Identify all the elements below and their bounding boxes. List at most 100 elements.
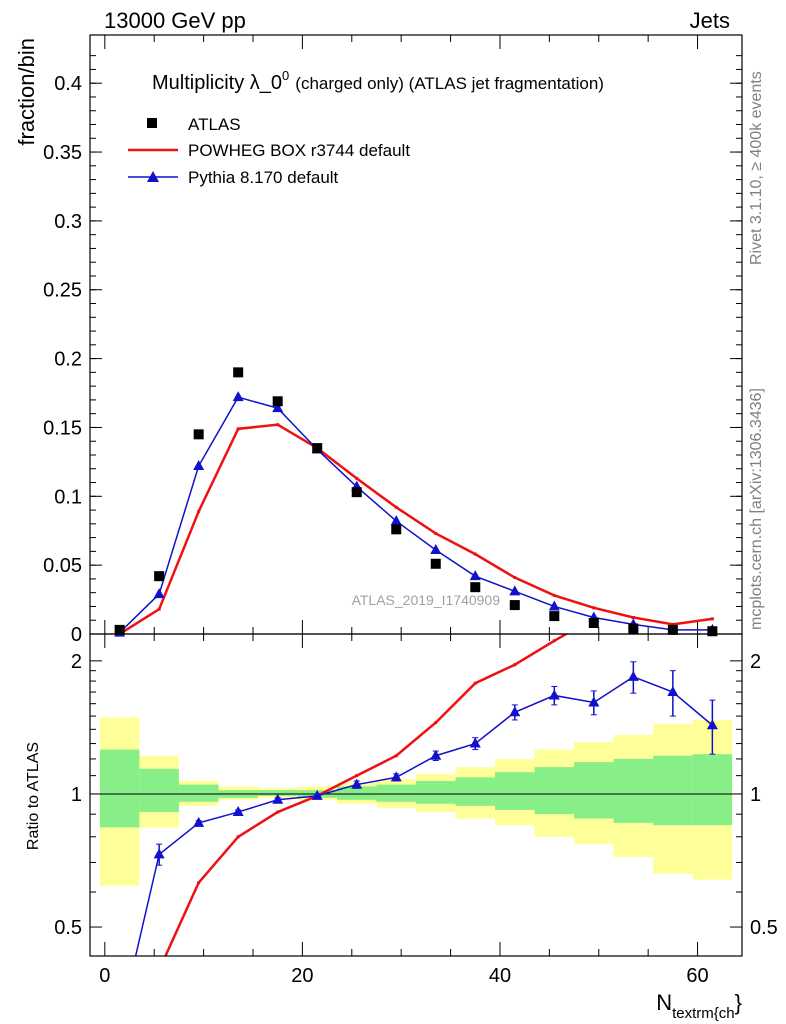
atlas-point [588,617,599,628]
chart-title-main: Multiplicity λ_0 [152,72,282,94]
chart-title-suffix: (charged only) (ATLAS jet fragmentation) [295,74,604,93]
pythia-point [272,402,284,413]
ratio-y-axis-label: Ratio to ATLAS [25,742,42,850]
x-axis-label-suffix: } [735,990,742,1015]
atlas-point [312,443,323,454]
powheg-point [592,606,596,610]
ratio-y-tick-label: 0.5 [54,917,82,939]
pythia-point [193,460,205,471]
powheg-point [394,505,398,509]
pythia-ratio-point [193,816,205,827]
ratio-y-tick-label-right: 0.5 [750,917,778,939]
main-y-tick-label: 0 [71,624,82,646]
ratio-series [114,634,718,1024]
legend-pythia-label: Pythia 8.170 default [188,168,339,187]
x-tick-label: 20 [291,965,313,987]
pythia-point [548,600,560,611]
main-y-tick-label: 0.1 [54,486,82,508]
pythia-ratio-point [667,686,679,697]
pythia-ratio-point [153,848,165,859]
powheg-point [434,531,438,535]
powheg-point [355,476,359,480]
pythia-ratio-point [588,696,600,707]
chart-title: Multiplicity λ_00 (charged only) (ATLAS j… [152,68,604,94]
atlas-point [549,611,560,622]
x-axis-label-sub: textrm{ch [672,1005,735,1022]
ratio-panel: 0.5 0.51 12 20 20 40 60 Ratio to ATLAS [25,633,778,1024]
x-tick-label: 40 [489,965,511,987]
main-y-tick-label: 0.15 [43,417,82,439]
main-y-tick-label: 0.2 [54,349,82,371]
chart-title-sup: 0 [282,68,289,83]
ratio-band-green [376,784,416,802]
atlas-point [470,582,481,593]
main-y-tick-label: 0.35 [43,142,82,164]
main-y-tick-label: 0.05 [43,555,82,577]
ratio-band-green [178,784,219,802]
powheg-ratio-point [276,810,280,814]
pythia-point [509,585,521,596]
powheg-ratio-point [434,721,438,725]
side-label-mcplots: mcplots.cern.ch [arXiv:1306.3436] [748,388,765,630]
pythia-ratio-point [627,670,639,681]
powheg-point [552,593,556,597]
ratio-band-green [416,780,456,804]
atlas-point [707,626,718,637]
ratio-frame [89,633,743,957]
legend-pythia-marker [147,171,159,182]
powheg-point [157,607,161,611]
atlas-point [154,571,165,582]
legend-powheg-label: POWHEG BOX r3744 default [188,141,410,160]
pythia-ratio-point [390,771,402,782]
ratio-series-clip [114,634,718,1024]
pythia-ratio-point [469,737,481,748]
powheg-point [197,509,201,513]
atlas-point [272,396,283,407]
powheg-point [631,615,635,619]
atlas-point [351,487,362,498]
powheg-point [473,552,477,556]
atlas-point [233,367,244,378]
atlas-point [391,524,402,535]
main-panel: 0 0.05 0.1 0.15 0.2 0.25 0.3 0.35 0.4 fraction/b… [14,34,743,646]
watermark: ATLAS_2019_I1740909 [352,592,501,608]
main-y-axis-label: fraction/bin [14,38,39,146]
pythia-ratio-point [272,793,284,804]
powheg-ratio-point [513,663,517,667]
atlas-point [114,624,125,635]
powheg-point [236,427,240,431]
x-tick-label: 60 [686,965,708,987]
pythia-ratio-point [114,1019,125,1024]
powheg-ratio-line [164,634,569,956]
pythia-ratio-point [509,706,521,717]
pythia-point [430,544,442,555]
ratio-band-green [257,790,298,796]
ratio-band-green [653,755,693,826]
legend-atlas-label: ATLAS [188,115,241,134]
atlas-point [667,624,678,635]
powheg-ratio-point [473,681,477,685]
powheg-series-line [118,423,713,636]
atlas-point [430,558,441,569]
ratio-bands [99,717,733,886]
pythia-series-line [119,396,713,634]
pythia-point [390,515,402,526]
ratio-band-green [336,786,377,800]
pythia-ratio-point [311,789,323,800]
powheg-ratio-point [552,639,556,643]
powheg-point [513,576,517,580]
x-axis-label-main: N [656,990,672,1015]
pythia-point [469,570,481,581]
ratio-y-tick-label: 1 [71,784,82,806]
main-ticks [90,35,742,635]
main-y-tick-labels: 0 0.05 0.1 0.15 0.2 0.25 0.3 0.35 0.4 [43,73,82,646]
ratio-band-green [495,772,535,810]
atlas-point [628,623,639,634]
main-y-tick-label: 0.25 [43,280,82,302]
ratio-band-green [574,762,614,819]
ratio-band-green [692,754,733,826]
ratio-ticks [90,634,742,956]
ratio-y-tick-label-right: 2 [750,651,761,673]
powheg-ratio-point [355,774,359,778]
pythia-ratio-point [548,689,560,700]
